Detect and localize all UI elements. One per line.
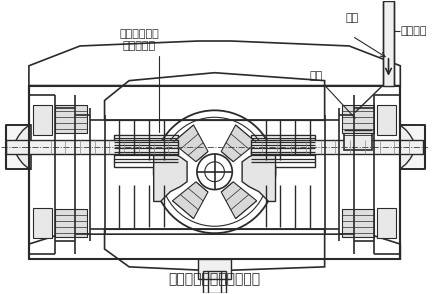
Bar: [203, 271, 227, 293]
Bar: [383, 1, 395, 86]
Bar: [377, 208, 396, 238]
Polygon shape: [172, 182, 208, 219]
Bar: [198, 259, 231, 279]
Polygon shape: [242, 142, 276, 201]
Text: 油压: 油压: [345, 13, 359, 23]
Text: 液压油管: 液压油管: [400, 26, 427, 36]
Bar: [400, 125, 425, 169]
Polygon shape: [400, 125, 415, 169]
Bar: [251, 140, 423, 154]
Bar: [377, 105, 396, 135]
Text: 活塞: 活塞: [309, 71, 355, 118]
Bar: [56, 105, 87, 133]
Bar: [115, 135, 178, 167]
Bar: [33, 208, 53, 238]
Polygon shape: [221, 182, 257, 219]
Bar: [251, 135, 315, 167]
Bar: [7, 140, 178, 154]
Bar: [7, 125, 31, 169]
Polygon shape: [154, 142, 187, 201]
Bar: [56, 209, 87, 237]
Text: 多片式主、从
动摩擦片组: 多片式主、从 动摩擦片组: [119, 29, 159, 132]
Bar: [33, 105, 53, 135]
Polygon shape: [221, 125, 257, 162]
Polygon shape: [14, 125, 29, 169]
Bar: [342, 105, 374, 133]
Polygon shape: [172, 125, 208, 162]
Bar: [29, 86, 400, 259]
Bar: [342, 209, 374, 237]
Text: 电液主动控制限滑差速器: 电液主动控制限滑差速器: [168, 273, 261, 287]
Bar: [344, 112, 372, 150]
